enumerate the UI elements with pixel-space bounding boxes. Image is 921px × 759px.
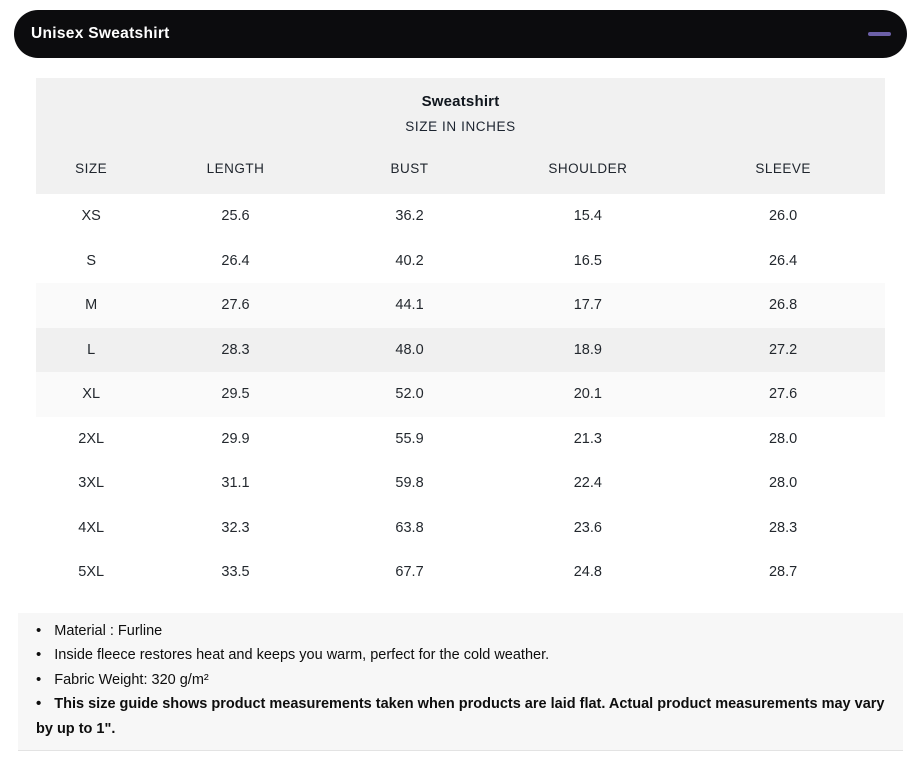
product-notes-list: Material : Furline Inside fleece restore… — [18, 612, 903, 751]
cell-shoulder: 15.4 — [494, 194, 682, 239]
size-guide-panel: Sweatshirt SIZE IN INCHES SIZE LENGTH BU… — [18, 78, 903, 751]
cell-bust: 36.2 — [324, 194, 495, 239]
cell-sleeve: 28.7 — [681, 550, 885, 595]
cell-length: 29.9 — [146, 416, 325, 461]
cell-length: 25.6 — [146, 194, 325, 239]
cell-bust: 44.1 — [324, 283, 495, 328]
cell-size: L — [36, 327, 147, 372]
column-header-size: SIZE — [75, 161, 108, 176]
collapse-button[interactable] — [851, 10, 907, 58]
cell-bust: 52.0 — [324, 372, 495, 417]
cell-sleeve: 28.0 — [681, 416, 885, 461]
cell-size: 5XL — [36, 550, 147, 595]
cell-shoulder: 18.9 — [494, 327, 682, 372]
cell-shoulder: 17.7 — [494, 283, 682, 328]
cell-sleeve: 26.8 — [681, 283, 885, 328]
cell-length: 32.3 — [146, 505, 325, 550]
column-header-sleeve: SLEEVE — [755, 161, 811, 176]
table-row-xl: XL 29.5 52.0 20.1 27.6 — [36, 372, 885, 417]
accordion-title: Unisex Sweatshirt — [31, 25, 170, 42]
cell-length: 27.6 — [146, 283, 325, 328]
column-header-bust: BUST — [390, 161, 429, 176]
note-size-guide-disclaimer: This size guide shows product measuremen… — [36, 692, 885, 741]
cell-shoulder: 21.3 — [494, 416, 682, 461]
table-row-2xl: 2XL 29.9 55.9 21.3 28.0 — [36, 416, 885, 461]
column-header-length: LENGTH — [206, 161, 265, 176]
table-row-3xl: 3XL 31.1 59.8 22.4 28.0 — [36, 461, 885, 506]
table-row-xs: XS 25.6 36.2 15.4 26.0 — [36, 194, 885, 239]
cell-shoulder: 16.5 — [494, 238, 682, 283]
table-subtitle: SIZE IN INCHES — [405, 119, 516, 134]
table-row-s: S 26.4 40.2 16.5 26.4 — [36, 238, 885, 283]
table-subtitle-row: SIZE IN INCHES — [36, 114, 885, 140]
cell-length: 29.5 — [146, 372, 325, 417]
cell-shoulder: 22.4 — [494, 461, 682, 506]
cell-length: 33.5 — [146, 550, 325, 595]
cell-sleeve: 28.0 — [681, 461, 885, 506]
accordion-header[interactable]: Unisex Sweatshirt — [14, 10, 907, 58]
cell-sleeve: 26.0 — [681, 194, 885, 239]
size-chart-table: Sweatshirt SIZE IN INCHES SIZE LENGTH BU… — [36, 78, 885, 595]
table-row-l: L 28.3 48.0 18.9 27.2 — [36, 327, 885, 372]
cell-size: M — [36, 283, 147, 328]
note-fleece: Inside fleece restores heat and keeps yo… — [36, 643, 885, 668]
cell-bust: 67.7 — [324, 550, 495, 595]
cell-bust: 40.2 — [324, 238, 495, 283]
cell-size: XS — [36, 194, 147, 239]
size-chart-container: Sweatshirt SIZE IN INCHES SIZE LENGTH BU… — [36, 78, 885, 595]
cell-size: S — [36, 238, 147, 283]
column-header-shoulder: SHOULDER — [548, 161, 628, 176]
cell-size: XL — [36, 372, 147, 417]
cell-sleeve: 27.6 — [681, 372, 885, 417]
table-title: Sweatshirt — [421, 93, 500, 110]
cell-length: 26.4 — [146, 238, 325, 283]
cell-sleeve: 28.3 — [681, 505, 885, 550]
table-row-5xl: 5XL 33.5 67.7 24.8 28.7 — [36, 550, 885, 595]
minus-icon — [867, 32, 891, 36]
cell-bust: 63.8 — [324, 505, 495, 550]
note-fabric-weight: Fabric Weight: 320 g/m² — [36, 668, 885, 693]
cell-shoulder: 23.6 — [494, 505, 682, 550]
size-guide-widget: Unisex Sweatshirt Sweatshirt SIZE IN INC… — [14, 10, 907, 751]
note-material: Material : Furline — [36, 619, 885, 644]
cell-sleeve: 27.2 — [681, 327, 885, 372]
cell-size: 2XL — [36, 416, 147, 461]
cell-shoulder: 24.8 — [494, 550, 682, 595]
cell-bust: 55.9 — [324, 416, 495, 461]
table-row-4xl: 4XL 32.3 63.8 23.6 28.3 — [36, 505, 885, 550]
cell-size: 3XL — [36, 461, 147, 506]
cell-bust: 48.0 — [324, 327, 495, 372]
table-row-m: M 27.6 44.1 17.7 26.8 — [36, 283, 885, 328]
cell-shoulder: 20.1 — [494, 372, 682, 417]
cell-bust: 59.8 — [324, 461, 495, 506]
cell-size: 4XL — [36, 505, 147, 550]
table-title-row: Sweatshirt — [36, 78, 885, 114]
cell-length: 28.3 — [146, 327, 325, 372]
cell-length: 31.1 — [146, 461, 325, 506]
column-header-row: SIZE LENGTH BUST SHOULDER SLEEVE — [36, 140, 885, 194]
cell-sleeve: 26.4 — [681, 238, 885, 283]
